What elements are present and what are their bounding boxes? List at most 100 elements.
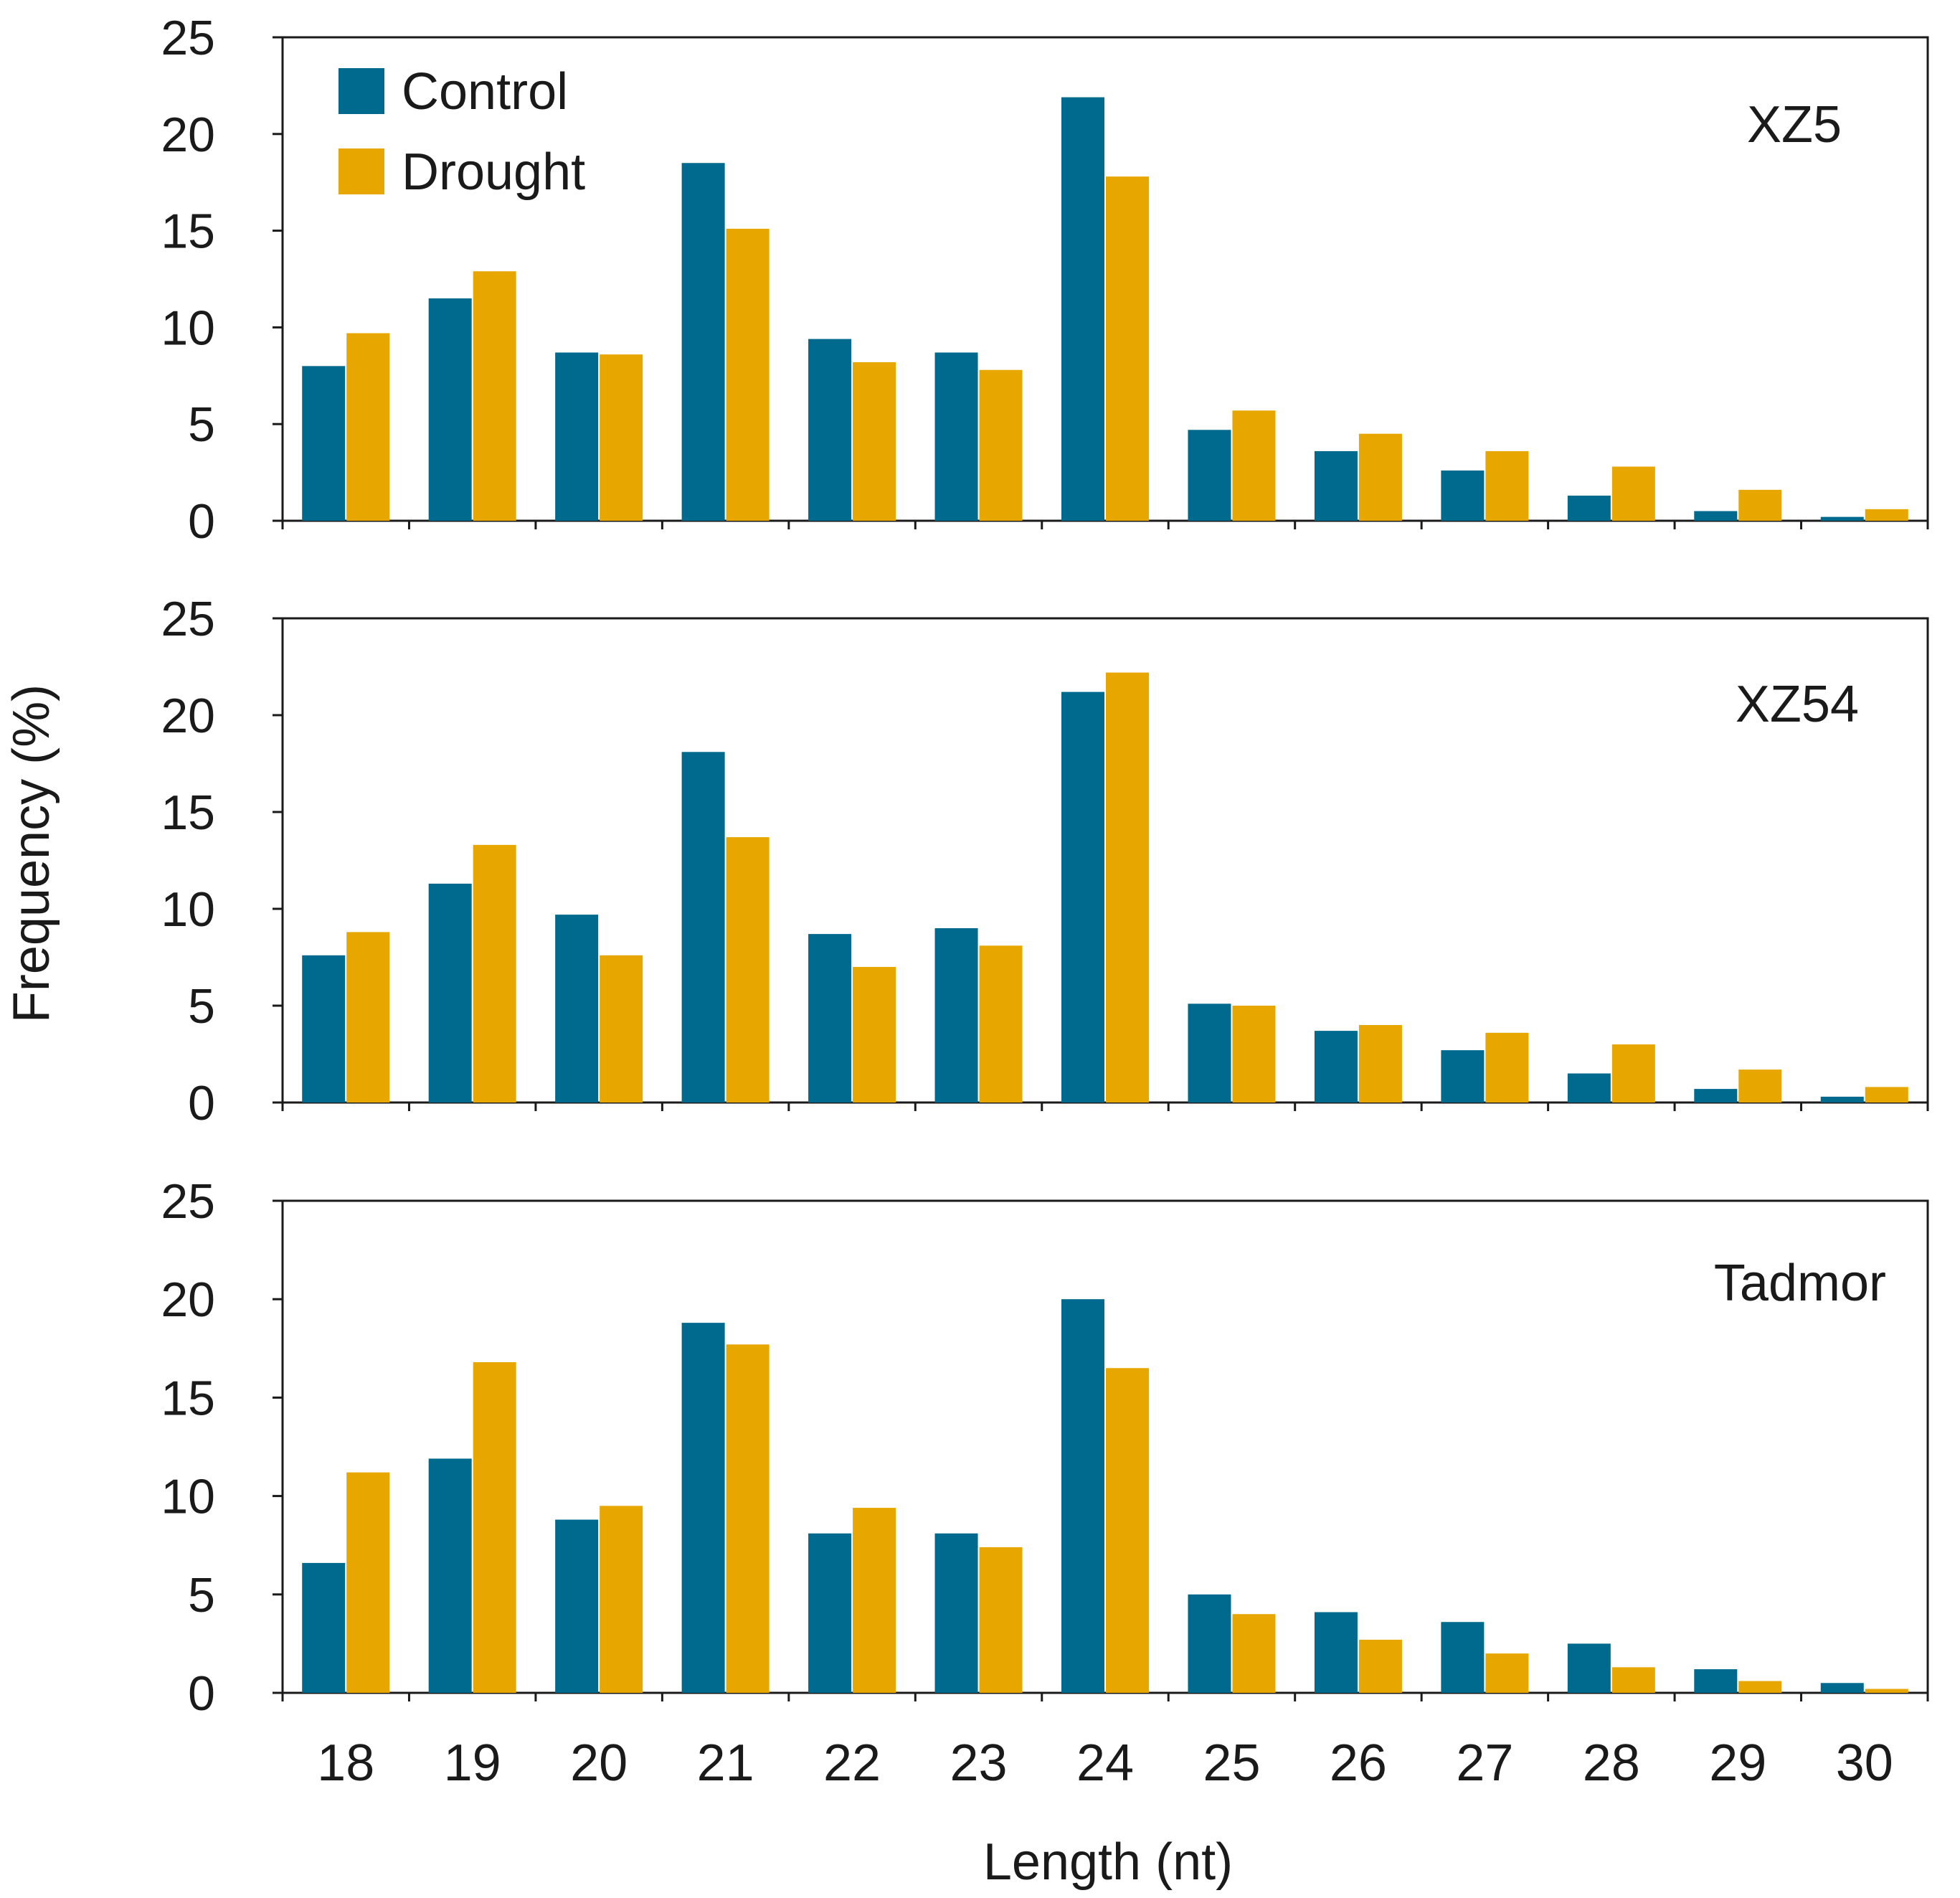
bar-drought-25 [1232, 1614, 1276, 1693]
bar-control-25 [1188, 1594, 1231, 1693]
panel-xz54: 0 5 10 15 20 25 XZ54 [161, 592, 1929, 1130]
panel-title: Tadmor [1714, 1255, 1886, 1312]
x-tick-label-30: 30 [1836, 1734, 1893, 1792]
y-axis-label: Frequency (%) [3, 684, 60, 1023]
y-tick-label: 5 [188, 1568, 215, 1623]
y-tick-label: 10 [161, 882, 215, 937]
x-tick-label-21: 21 [697, 1734, 754, 1792]
bar-control-30 [1820, 1683, 1864, 1693]
x-tick-label-18: 18 [317, 1734, 374, 1792]
bar-control-29 [1694, 1089, 1738, 1103]
y-tick-label: 20 [161, 689, 215, 743]
bar-control-25 [1188, 1004, 1231, 1103]
bar-control-28 [1567, 1643, 1611, 1693]
plot-frame [281, 1199, 1929, 1694]
panel-title: XZ54 [1736, 676, 1859, 733]
bar-control-27 [1441, 1622, 1485, 1693]
bar-drought-21 [726, 228, 770, 521]
x-tick-label-23: 23 [950, 1734, 1007, 1792]
bar-drought-26 [1358, 1025, 1402, 1103]
bar-drought-23 [979, 945, 1023, 1103]
bar-drought-20 [600, 1506, 643, 1693]
chart-panels: 0 5 10 15 20 25 XZ5 0 5 10 15 20 25 XZ54 0 5 10 15 20 25 Tad… [161, 11, 1929, 1721]
bar-control-29 [1694, 511, 1738, 521]
x-tick-label-29: 29 [1709, 1734, 1766, 1792]
bar-control-19 [428, 298, 472, 521]
bar-drought-25 [1232, 1006, 1276, 1103]
bar-control-25 [1188, 430, 1231, 521]
bar-drought-28 [1611, 1044, 1655, 1103]
bar-control-26 [1314, 1031, 1358, 1103]
bar-control-27 [1441, 470, 1485, 521]
bar-control-20 [555, 915, 599, 1103]
y-tick-label: 0 [188, 494, 215, 549]
bar-drought-18 [346, 333, 390, 521]
bar-drought-20 [600, 354, 643, 521]
y-tick-label: 10 [161, 1470, 215, 1524]
panel-title: XZ5 [1747, 96, 1842, 154]
bar-control-21 [681, 163, 725, 521]
bar-control-20 [555, 352, 599, 521]
y-tick-label: 0 [188, 1076, 215, 1130]
bar-control-20 [555, 1519, 599, 1693]
bar-drought-25 [1232, 410, 1276, 521]
bar-drought-30 [1865, 1689, 1908, 1693]
bar-drought-22 [853, 1508, 896, 1693]
bar-drought-26 [1358, 433, 1402, 521]
bar-drought-22 [853, 362, 896, 521]
y-tick-label: 5 [188, 979, 215, 1034]
bar-control-19 [428, 1458, 472, 1693]
bar-drought-28 [1611, 466, 1655, 521]
bar-control-26 [1314, 1612, 1358, 1693]
bar-control-28 [1567, 495, 1611, 521]
bar-drought-20 [600, 955, 643, 1103]
x-tick-label-19: 19 [444, 1734, 501, 1792]
bar-control-21 [681, 752, 725, 1103]
bar-drought-26 [1358, 1639, 1402, 1693]
bar-drought-28 [1611, 1667, 1655, 1693]
bar-control-21 [681, 1323, 725, 1693]
panel-xz5: 0 5 10 15 20 25 XZ5 [161, 11, 1929, 549]
bar-drought-27 [1485, 450, 1529, 521]
legend-control-swatch [338, 68, 384, 114]
x-tick-label-20: 20 [570, 1734, 628, 1792]
legend-drought-label: Drought [402, 143, 585, 201]
bar-control-23 [934, 1533, 978, 1693]
bar-control-18 [302, 955, 346, 1103]
plot-frame [281, 617, 1929, 1104]
plot-frame [281, 36, 1929, 522]
bar-control-24 [1061, 691, 1104, 1103]
y-tick-label: 15 [161, 204, 215, 259]
y-tick-label: 15 [161, 1371, 215, 1425]
bar-control-28 [1567, 1073, 1611, 1103]
y-tick-label: 25 [161, 592, 215, 646]
bar-control-22 [808, 339, 852, 521]
bar-drought-27 [1485, 1653, 1529, 1693]
y-tick-label: 25 [161, 1174, 215, 1229]
bar-drought-19 [473, 271, 516, 521]
bar-control-24 [1061, 97, 1104, 521]
legend-drought-swatch [338, 148, 384, 194]
y-tick-label: 25 [161, 11, 215, 65]
bar-drought-27 [1485, 1032, 1529, 1103]
x-tick-label-26: 26 [1330, 1734, 1387, 1792]
bar-control-29 [1694, 1669, 1738, 1693]
bar-drought-18 [346, 932, 390, 1103]
y-tick-label: 5 [188, 397, 215, 452]
panel-tadmor: 0 5 10 15 20 25 Tadmor [161, 1174, 1929, 1721]
x-tick-label-27: 27 [1456, 1734, 1513, 1792]
x-tick-label-25: 25 [1203, 1734, 1260, 1792]
bar-drought-19 [473, 844, 516, 1103]
bar-control-23 [934, 352, 978, 521]
bar-control-22 [808, 934, 852, 1103]
bar-drought-22 [853, 967, 896, 1103]
bar-control-27 [1441, 1050, 1485, 1103]
bar-control-30 [1820, 516, 1864, 521]
x-axis-label: Length (nt) [983, 1833, 1233, 1891]
legend: Control Drought [338, 63, 585, 201]
bar-drought-18 [346, 1472, 390, 1693]
bar-drought-21 [726, 1344, 770, 1693]
bar-control-18 [302, 1562, 346, 1693]
x-tick-label-28: 28 [1583, 1734, 1640, 1792]
